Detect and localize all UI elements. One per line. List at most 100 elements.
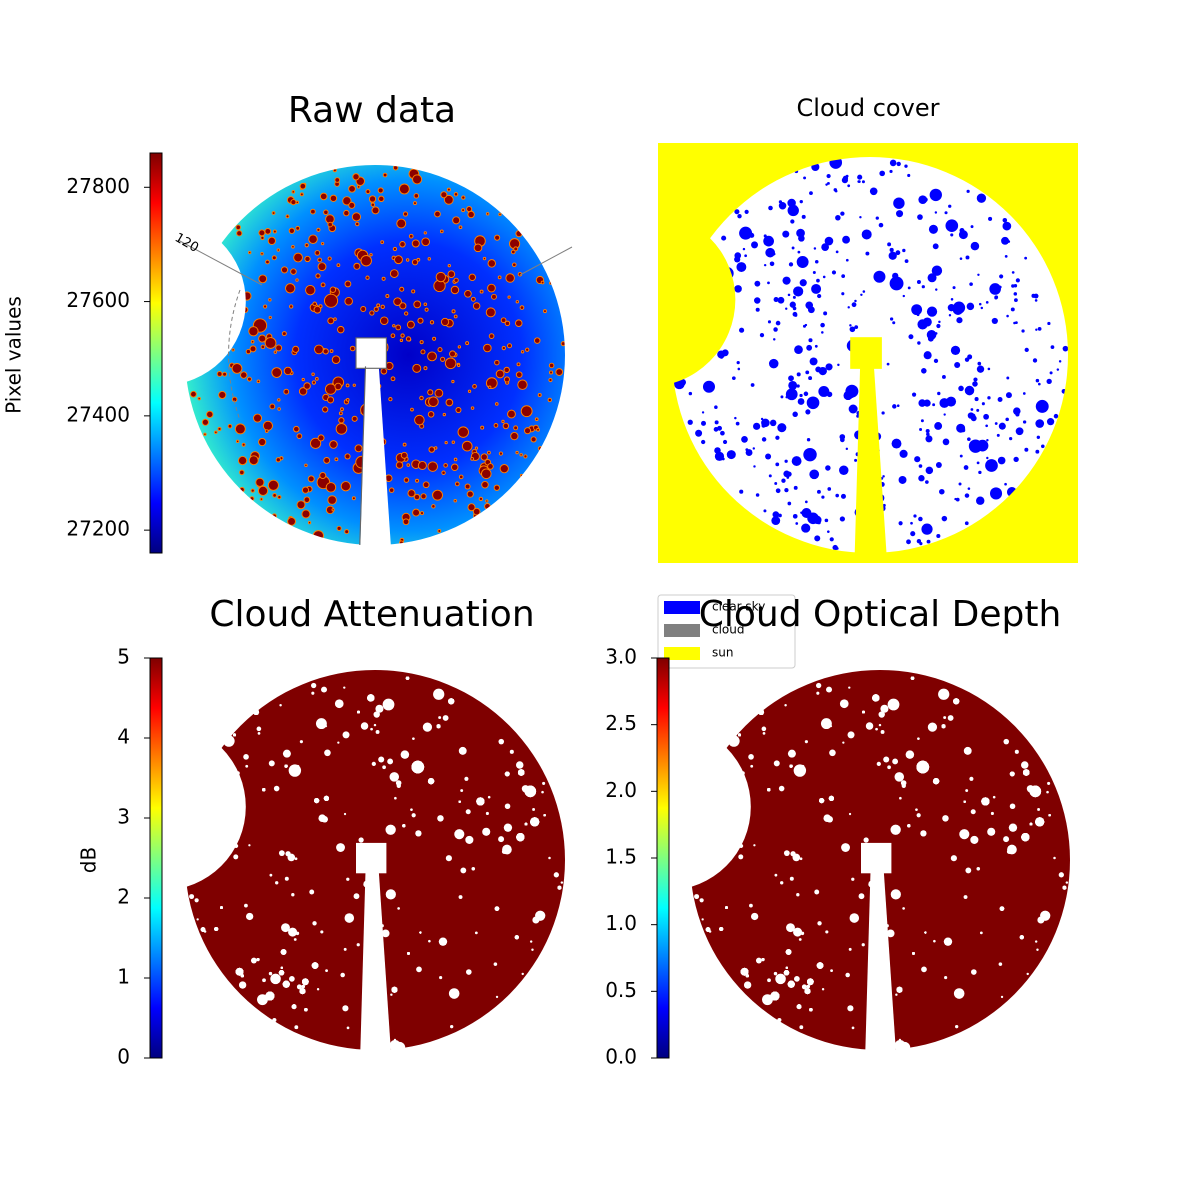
speck xyxy=(846,339,860,352)
speck xyxy=(311,372,315,376)
speck xyxy=(485,212,490,216)
speck xyxy=(365,189,371,195)
speck xyxy=(778,202,787,210)
speck xyxy=(814,259,819,264)
speck xyxy=(980,306,984,310)
speck xyxy=(879,918,884,923)
speck xyxy=(734,416,737,420)
speck xyxy=(214,926,219,931)
colorbar-tick-label: 0.5 xyxy=(605,978,637,1002)
speck xyxy=(524,427,532,435)
speck xyxy=(541,790,544,794)
speck xyxy=(857,174,863,180)
speck xyxy=(536,427,540,432)
speck xyxy=(487,283,496,293)
speck xyxy=(1026,972,1029,976)
speck xyxy=(991,317,998,325)
speck xyxy=(821,331,824,334)
speck xyxy=(394,796,397,800)
speck xyxy=(346,877,350,881)
speck xyxy=(738,854,744,860)
speck xyxy=(916,279,921,284)
speck xyxy=(863,529,875,541)
speck xyxy=(363,880,371,888)
speck xyxy=(787,204,799,217)
speck xyxy=(744,254,748,258)
speck xyxy=(376,383,382,389)
speck xyxy=(705,844,709,848)
speck xyxy=(504,803,511,810)
speck xyxy=(925,466,934,475)
speck xyxy=(412,508,421,517)
speck xyxy=(751,241,759,249)
speck xyxy=(967,354,973,360)
speck xyxy=(291,1004,297,1010)
speck xyxy=(357,710,360,714)
speck xyxy=(933,939,936,943)
speck xyxy=(777,1017,782,1023)
speck xyxy=(302,978,309,986)
speck xyxy=(392,324,396,328)
speck xyxy=(213,329,220,336)
speck xyxy=(355,455,368,469)
speck xyxy=(1013,283,1018,288)
speck xyxy=(507,343,513,349)
speck xyxy=(246,912,254,921)
speck xyxy=(824,518,829,523)
speck xyxy=(517,379,528,390)
speck xyxy=(820,322,825,328)
speck xyxy=(892,404,897,409)
speck xyxy=(941,515,948,522)
speck xyxy=(998,962,1003,966)
speck xyxy=(703,351,710,358)
speck xyxy=(503,823,513,832)
speck xyxy=(772,511,780,518)
speck xyxy=(826,174,831,179)
speck xyxy=(428,939,431,943)
speck xyxy=(231,363,243,374)
speck xyxy=(1011,271,1015,274)
speck xyxy=(778,785,785,792)
speck xyxy=(956,423,966,433)
speck xyxy=(275,881,279,885)
speck xyxy=(805,370,810,375)
speck xyxy=(987,367,991,371)
speck xyxy=(275,344,283,352)
speck xyxy=(257,732,261,735)
speck xyxy=(390,333,396,339)
speck xyxy=(317,262,327,272)
speck xyxy=(796,893,800,897)
speck xyxy=(775,488,781,494)
speck xyxy=(220,906,223,910)
speck xyxy=(317,434,325,442)
speck xyxy=(999,274,1004,279)
speck xyxy=(239,486,245,493)
speck xyxy=(272,493,277,498)
speck xyxy=(340,481,351,492)
speck xyxy=(464,289,472,298)
speck xyxy=(873,447,880,454)
speck xyxy=(929,188,942,202)
speck xyxy=(745,974,749,978)
speck xyxy=(721,235,727,241)
speck xyxy=(1046,790,1049,794)
speck xyxy=(736,262,747,272)
speck xyxy=(367,694,375,702)
speck xyxy=(343,812,347,816)
speck xyxy=(672,355,685,367)
speck xyxy=(835,250,839,254)
speck xyxy=(370,727,373,731)
speck xyxy=(721,267,734,280)
speck xyxy=(976,365,985,373)
speck xyxy=(420,349,426,355)
speck xyxy=(860,480,864,485)
speck xyxy=(854,430,864,440)
speck xyxy=(240,974,244,978)
speck xyxy=(360,306,367,313)
speck xyxy=(889,247,894,253)
speck xyxy=(392,165,399,171)
speck xyxy=(434,388,444,398)
speck xyxy=(288,227,295,234)
speck xyxy=(798,938,802,941)
speck xyxy=(845,447,849,451)
